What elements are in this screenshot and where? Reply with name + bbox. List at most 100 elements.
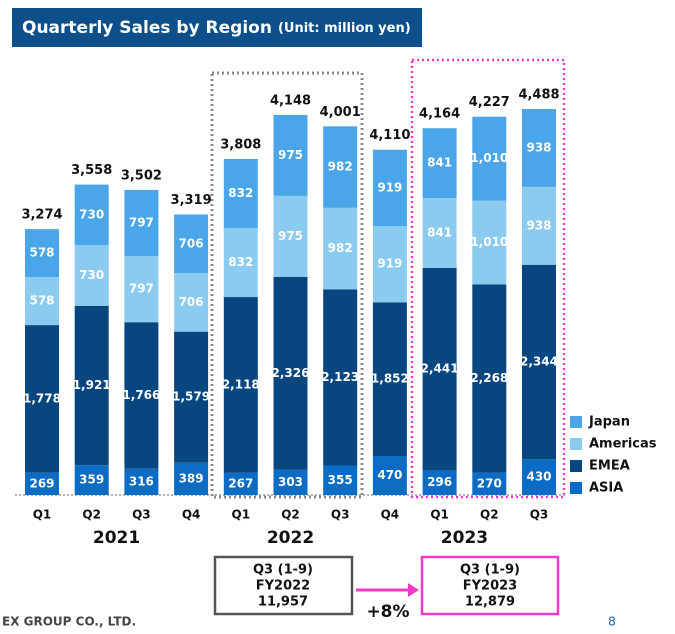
bar-segment (372, 455, 407, 495)
bar-segment (25, 325, 59, 473)
segment-label: 296 (427, 475, 452, 489)
bar-segment (74, 305, 109, 466)
total-label: 4,164 (419, 107, 460, 122)
total-label: 3,558 (71, 163, 112, 178)
bar-segment (323, 126, 358, 208)
bar-segment (472, 284, 507, 473)
legend-label: ASIA (589, 481, 623, 496)
total-label: 4,227 (469, 95, 510, 110)
segment-label: 1,766 (122, 388, 160, 402)
legend-label: Americas (589, 437, 657, 452)
total-label: 3,319 (171, 193, 212, 208)
bar-segment (124, 322, 159, 469)
x-tick-label: Q3 (132, 508, 151, 522)
total-label: 4,148 (270, 93, 311, 108)
bar-segment (273, 469, 308, 495)
x-tick-label: Q1 (33, 508, 52, 522)
x-tick-label: Q1 (430, 508, 449, 522)
bar-segment (174, 331, 209, 463)
segment-label: 355 (328, 473, 353, 487)
total-label: 3,274 (21, 208, 62, 223)
bar-segment (522, 264, 556, 460)
segment-label: 982 (328, 160, 353, 174)
segment-label: 2,118 (222, 377, 260, 391)
segment-label: 2,268 (470, 371, 508, 385)
legend-label: EMEA (589, 459, 630, 474)
compare-text: Q3 (1-9) (253, 563, 313, 578)
bar-segment (422, 470, 457, 495)
page-number: 8 (608, 615, 616, 629)
x-tick-label: Q2 (82, 508, 101, 522)
year-label: 2023 (441, 528, 488, 548)
bar-segment (223, 227, 258, 298)
total-label: 3,808 (220, 137, 261, 152)
highlight-2022 (210, 71, 364, 499)
total-label: 4,001 (320, 105, 361, 120)
bar-segment (174, 462, 209, 495)
x-tick-label: Q2 (281, 508, 300, 522)
change-label: +8% (366, 602, 409, 622)
bar-segment (372, 149, 407, 226)
compare-box-right (420, 555, 560, 616)
segment-label: 832 (228, 255, 253, 269)
x-tick-label: Q3 (530, 508, 549, 522)
bar-segment (74, 245, 109, 306)
bar-segment (25, 472, 59, 495)
segment-label: 430 (526, 470, 551, 484)
bar-segment (372, 302, 407, 456)
year-label: 2021 (93, 528, 140, 548)
total-label: 4,110 (369, 128, 410, 143)
segment-label: 706 (179, 236, 204, 250)
bar-segment (74, 184, 109, 246)
bar-segment (124, 468, 159, 495)
bar-segment (422, 128, 457, 199)
segment-label: 841 (427, 225, 452, 239)
segment-label: 938 (526, 140, 551, 154)
bar-segment (522, 459, 556, 495)
total-label: 4,488 (518, 88, 559, 103)
segment-label: 841 (427, 156, 452, 170)
compare-text: FY2023 (463, 579, 517, 594)
legend-swatch (570, 416, 582, 428)
x-tick-label: Q2 (480, 508, 499, 522)
segment-label: 359 (79, 473, 104, 487)
bar-segment (323, 289, 358, 466)
highlight-2023 (410, 58, 566, 499)
bar-segment (522, 186, 556, 265)
segment-label: 982 (328, 241, 353, 255)
bar-segment (372, 225, 407, 303)
bar-segment (124, 256, 159, 323)
segment-label: 1,921 (73, 378, 111, 392)
title: Quarterly Sales by Region (22, 18, 272, 38)
segment-label: 832 (228, 186, 253, 200)
bar-segment (323, 465, 358, 495)
bar-segment (472, 472, 507, 495)
x-tick-label: Q4 (381, 508, 400, 522)
segment-label: 919 (377, 257, 402, 271)
bar-segment (522, 109, 556, 187)
segment-label: 1,778 (23, 391, 61, 405)
legend-label: Japan (588, 415, 630, 430)
segment-label: 316 (129, 474, 154, 488)
bar-segment (223, 158, 258, 228)
arrow-head (408, 583, 419, 597)
compare-box-left (213, 555, 354, 616)
bar-segment (273, 276, 308, 470)
segment-label: 578 (29, 294, 54, 308)
segment-label: 578 (29, 246, 54, 260)
bar-segment (472, 116, 507, 201)
x-tick-label: Q3 (331, 508, 350, 522)
legend-swatch (570, 460, 582, 472)
total-label: 3,502 (121, 168, 162, 183)
subtitle: (Unit: million yen) (278, 21, 411, 36)
bar-segment (25, 229, 59, 278)
segment-label: 938 (526, 218, 551, 232)
segment-label: 2,441 (421, 362, 459, 376)
chart-title: Quarterly Sales by Region (Unit: million … (22, 18, 411, 38)
bar-segment (273, 114, 308, 196)
bar-segment (74, 465, 109, 495)
bar-segment (174, 273, 209, 332)
bar-segment (223, 297, 258, 473)
x-tick-label: Q1 (232, 508, 251, 522)
legend-swatch (570, 438, 582, 450)
